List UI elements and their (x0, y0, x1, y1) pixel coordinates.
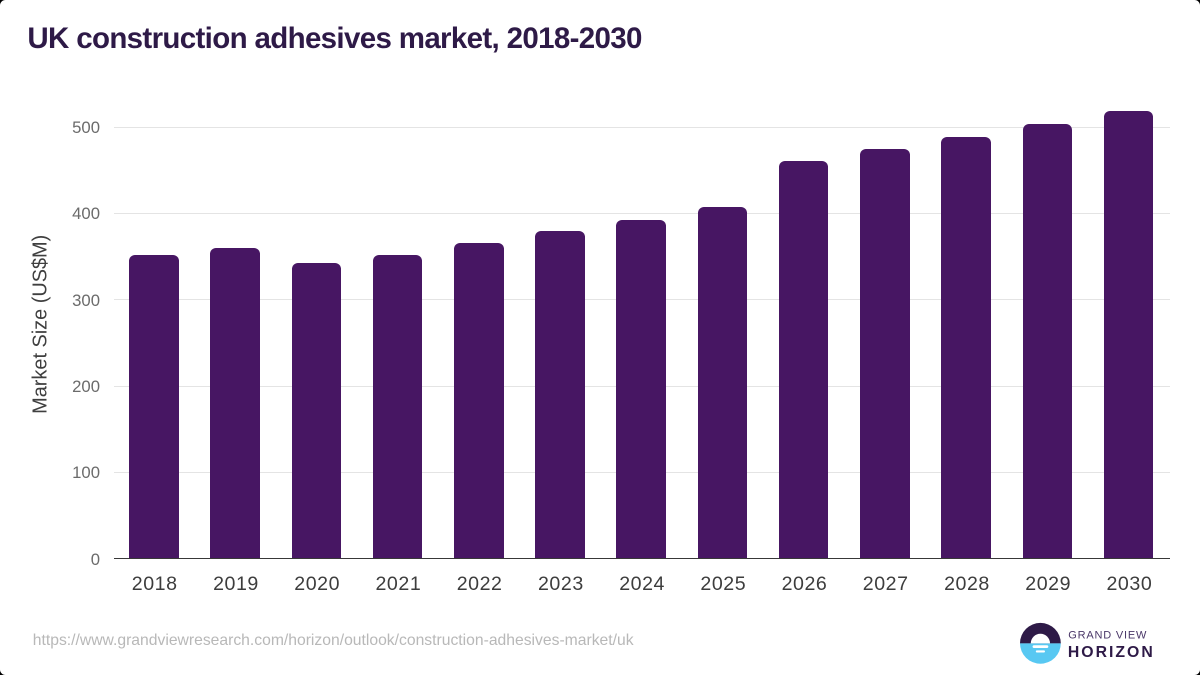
svg-text:HORIZON: HORIZON (1068, 644, 1155, 661)
svg-text:GRAND VIEW: GRAND VIEW (1068, 629, 1147, 641)
